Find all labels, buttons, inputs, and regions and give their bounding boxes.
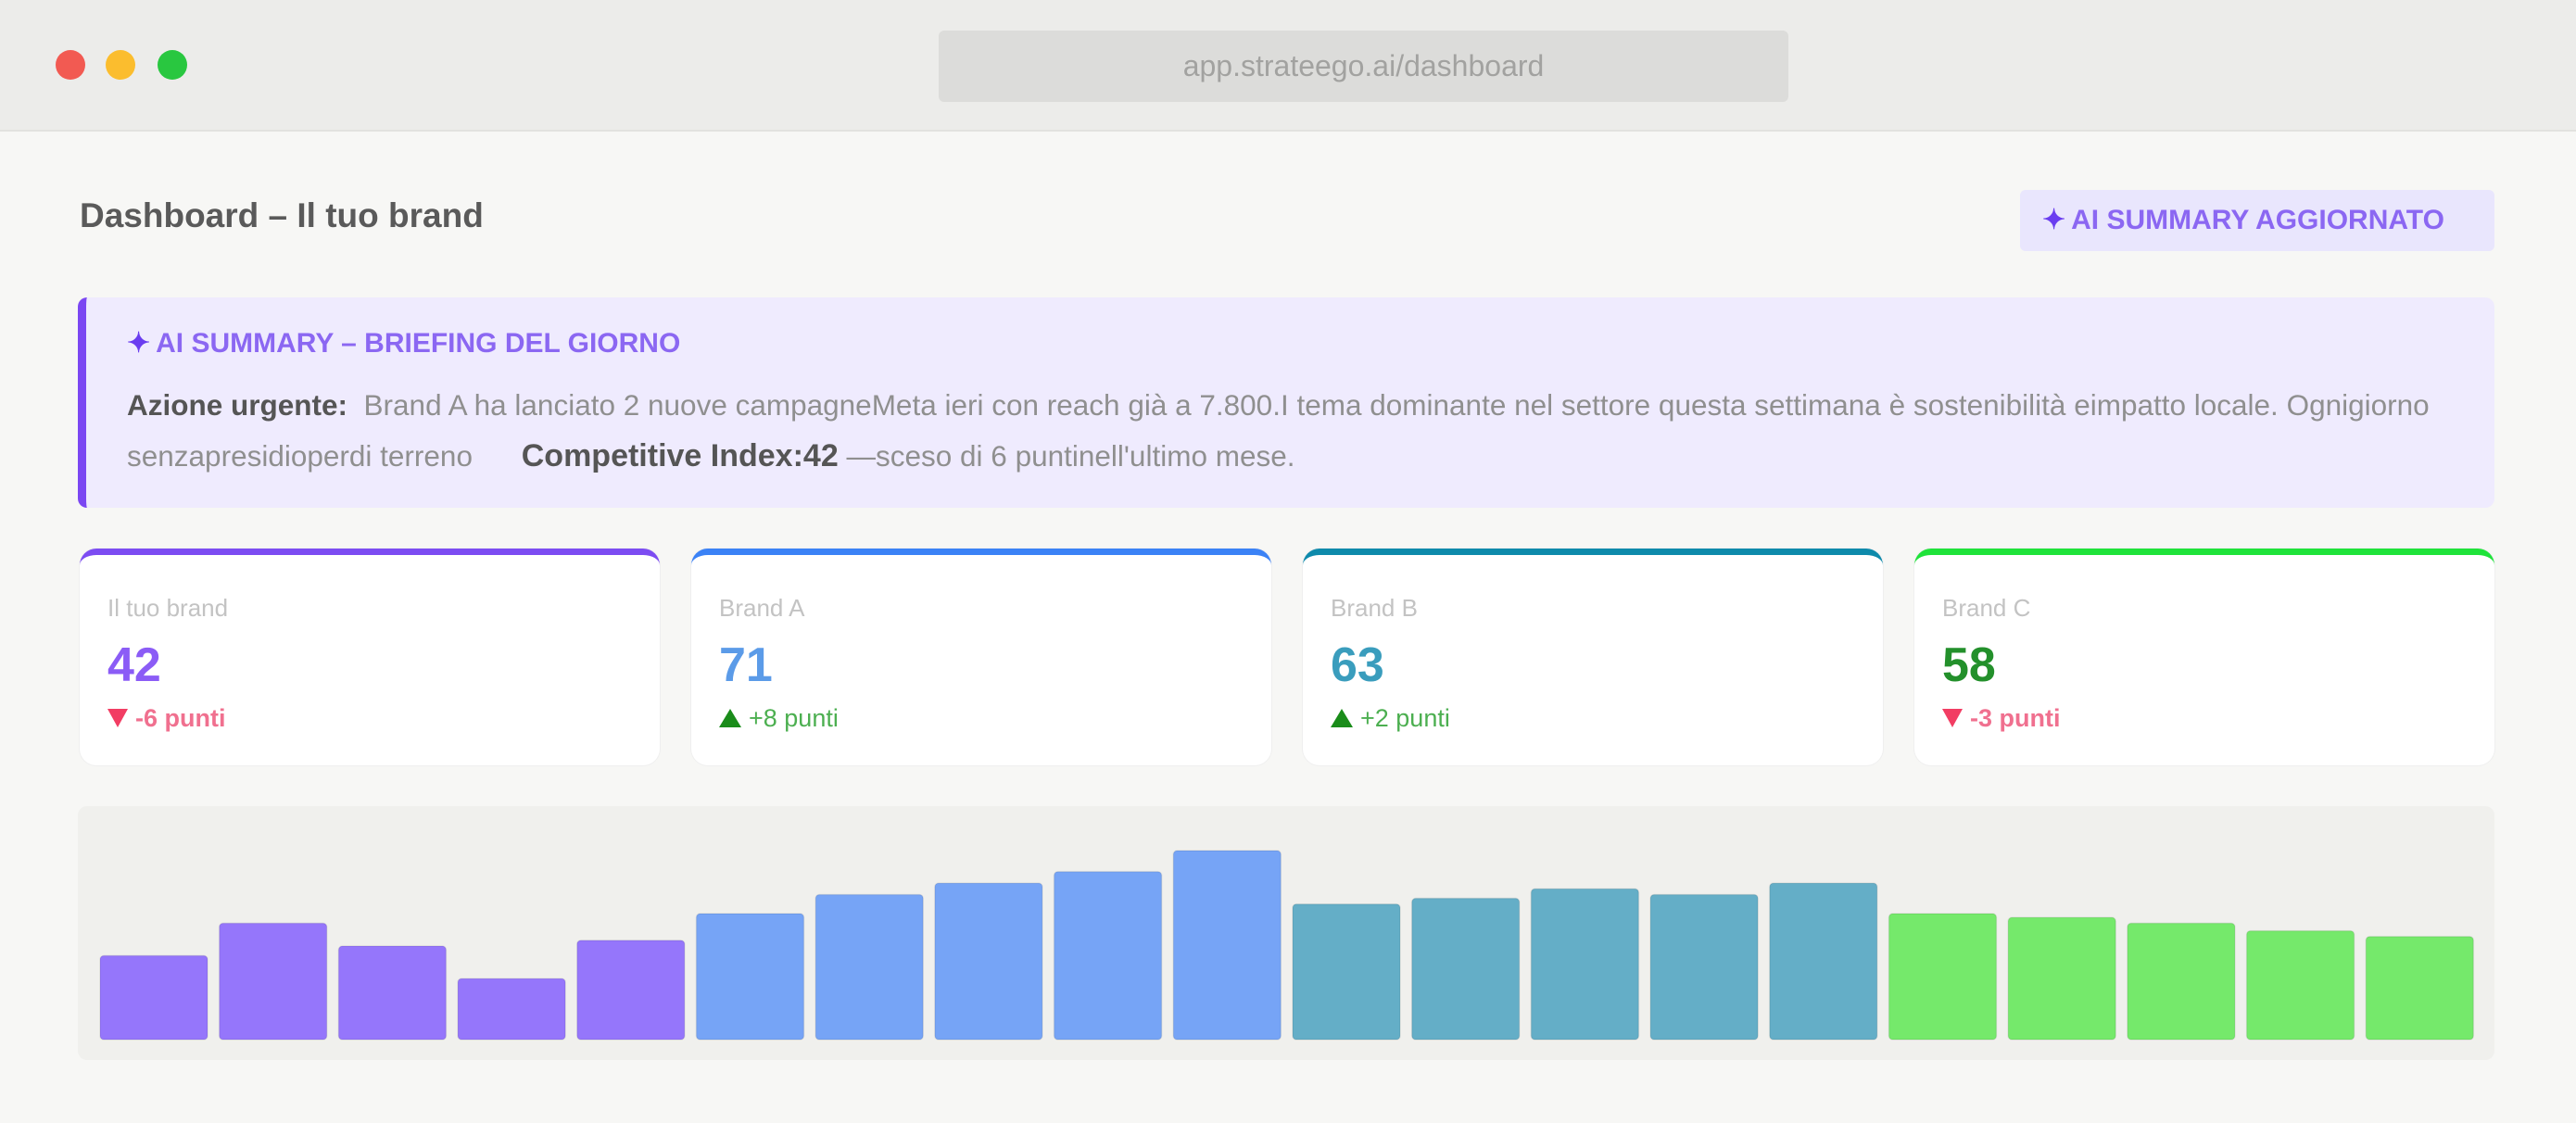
- chart-bar: [1888, 913, 1998, 1041]
- trend-down-icon: [107, 708, 128, 727]
- chart-bar: [2245, 929, 2355, 1041]
- ai-summary-panel: ✦ AI SUMMARY – BRIEFING DEL GIORNO Azione…: [78, 297, 2494, 508]
- trend-down-icon: [1942, 708, 1963, 727]
- card-delta: +8 punti: [719, 704, 1271, 733]
- ai-summary-badge-label: AI SUMMARY AGGIORNATO: [2071, 205, 2444, 235]
- trend-up-icon: [719, 708, 741, 727]
- card-label: Brand A: [719, 594, 805, 622]
- chart-bar: [2365, 936, 2475, 1041]
- browser-titlebar: app.strateego.ai/dashboard: [0, 0, 2576, 132]
- maximize-window-button[interactable]: [158, 50, 187, 80]
- chart-bar: [1410, 897, 1521, 1041]
- close-window-button[interactable]: [56, 50, 85, 80]
- summary-text: Brand A ha lanciato 2 nuove campagneMeta…: [127, 388, 2430, 473]
- chart-bar: [337, 945, 448, 1041]
- chart-bar: [934, 882, 1043, 1041]
- score-card-brand-a[interactable]: Brand A 71 +8 punti: [691, 549, 1271, 765]
- urgent-label: Azione urgente:: [127, 388, 348, 422]
- chart-bar: [1053, 870, 1163, 1041]
- bar-chart-svg: [99, 850, 2475, 1041]
- chart-bar: [2127, 922, 2236, 1041]
- card-label: Brand C: [1942, 594, 2031, 622]
- score-card-brand-c[interactable]: Brand C 58 -3 punti: [1914, 549, 2494, 765]
- card-label: Il tuo brand: [107, 594, 229, 622]
- chart-bar: [1172, 850, 1282, 1041]
- score-card-brand-b[interactable]: Brand B 63 +2 punti: [1303, 549, 1883, 765]
- chart-bar: [1769, 882, 1878, 1041]
- chart-bar: [814, 893, 924, 1041]
- chart-bar: [1292, 902, 1401, 1041]
- card-delta: +2 punti: [1331, 704, 1883, 733]
- sparkle-icon: ✦: [127, 328, 151, 359]
- chart-bar: [218, 922, 328, 1041]
- card-delta: -6 punti: [107, 704, 660, 733]
- chart-bar: [99, 954, 208, 1041]
- chart-bar: [695, 913, 805, 1041]
- trend-bar-chart: [78, 806, 2494, 1060]
- summary-body: Azione urgente: Brand A ha lanciato 2 nu…: [127, 380, 2462, 482]
- competitive-index-text: —sceso di 6 puntinell'ultimo mese.: [846, 439, 1295, 473]
- competitive-index-label: Competitive Index:42: [521, 438, 839, 473]
- summary-title-label: AI SUMMARY – BRIEFING DEL GIORNO: [156, 328, 681, 359]
- trend-up-icon: [1331, 708, 1353, 727]
- summary-title: ✦ AI SUMMARY – BRIEFING DEL GIORNO: [127, 327, 2494, 360]
- card-value: 71: [719, 638, 773, 692]
- chart-bar: [457, 978, 566, 1041]
- card-value: 42: [107, 638, 161, 692]
- card-value: 63: [1331, 638, 1384, 692]
- card-delta-text: -6 punti: [135, 704, 226, 732]
- chart-bar: [2007, 916, 2116, 1041]
- minimize-window-button[interactable]: [106, 50, 135, 80]
- page-title: Dashboard – Il tuo brand: [80, 196, 484, 234]
- chart-bar: [1530, 888, 1640, 1041]
- ai-summary-badge[interactable]: ✦ AI SUMMARY AGGIORNATO: [2020, 190, 2494, 251]
- card-delta-text: -3 punti: [1970, 704, 2061, 732]
- card-value: 58: [1942, 638, 1996, 692]
- card-label: Brand B: [1331, 594, 1418, 622]
- card-delta-text: +2 punti: [1360, 704, 1450, 732]
- chart-bar: [1649, 893, 1759, 1041]
- card-delta: -3 punti: [1942, 704, 2494, 733]
- card-delta-text: +8 punti: [749, 704, 839, 732]
- sparkle-icon: ✦: [2042, 205, 2066, 235]
- score-card-il-tuo-brand[interactable]: Il tuo brand 42 -6 punti: [80, 549, 660, 765]
- chart-bar: [576, 940, 686, 1041]
- url-bar[interactable]: app.strateego.ai/dashboard: [939, 31, 1788, 102]
